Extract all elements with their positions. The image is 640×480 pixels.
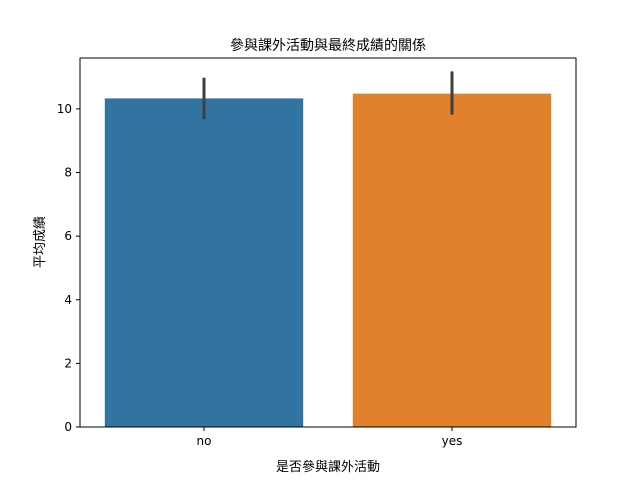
y-tick-label-2: 2 bbox=[64, 356, 72, 370]
y-tick-label-6: 6 bbox=[64, 229, 72, 243]
plot-frame bbox=[79, 57, 577, 428]
x-tick-label-no: no bbox=[197, 434, 212, 448]
bar-no bbox=[104, 98, 304, 427]
plot-area: no yes 0 2 4 6 8 10 bbox=[57, 71, 552, 448]
y-tick-label-10: 10 bbox=[57, 102, 72, 116]
y-tick-label-4: 4 bbox=[64, 293, 72, 307]
bar-yes bbox=[352, 93, 552, 427]
x-tick-label-yes: yes bbox=[442, 434, 463, 448]
y-tick-label-0: 0 bbox=[64, 420, 72, 434]
y-axis-label: 平均成績 bbox=[33, 216, 48, 268]
x-axis-label: 是否參與課外活動 bbox=[276, 459, 380, 475]
y-tick-label-8: 8 bbox=[64, 166, 72, 180]
chart-title: 參與課外活動與最終成績的關係 bbox=[230, 38, 426, 54]
